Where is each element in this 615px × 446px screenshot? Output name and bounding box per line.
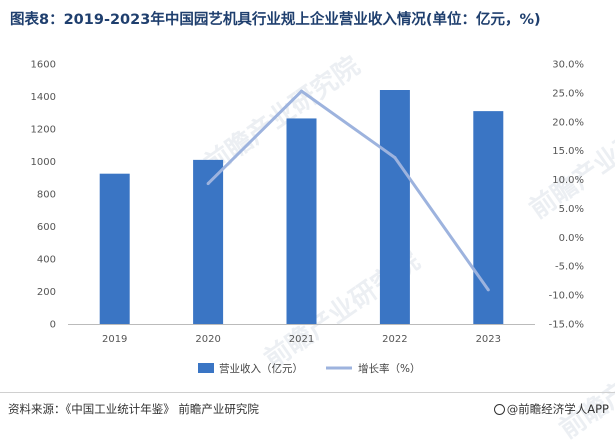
x-tick-label: 2021	[289, 334, 314, 345]
left-tick-label: 800	[37, 190, 56, 201]
legend-bar-swatch	[198, 363, 214, 373]
growth-point-2021	[300, 89, 303, 93]
growth-point-2022	[393, 156, 397, 160]
left-tick-label: 1200	[31, 125, 56, 136]
right-tick-label: 0.0%	[559, 233, 584, 244]
right-tick-label: 30.0%	[552, 60, 584, 71]
bar-2022	[379, 90, 410, 324]
left-tick-label: 600	[37, 222, 56, 233]
source-note: 资料来源：《中国工业统计年鉴》 前瞻产业研究院	[8, 402, 259, 416]
brand-text: @前瞻经济学人APP	[506, 402, 609, 416]
legend-line-label: 增长率（%）	[358, 362, 420, 375]
right-tick-label: 15.0%	[552, 146, 584, 157]
brand-credit: @前瞻经济学人APP	[493, 401, 609, 417]
legend: 营业收入（亿元） 增长率（%）	[198, 362, 420, 375]
right-tick-label: -15.0%	[549, 320, 584, 331]
left-tick-label: 200	[37, 287, 56, 298]
left-y-axis: 0 200 400 600 800 1000 1200 1400 1600	[31, 60, 56, 331]
left-tick-label: 1600	[31, 60, 56, 71]
growth-line-layer	[206, 89, 490, 292]
right-tick-label: 5.0%	[559, 204, 584, 215]
footer: 资料来源：《中国工业统计年鉴》 前瞻产业研究院 @前瞻经济学人APP	[0, 392, 615, 427]
right-tick-label: 25.0%	[552, 88, 584, 99]
x-tick-label: 2020	[195, 334, 220, 345]
bar-2019	[99, 173, 130, 324]
bar-2021	[286, 118, 317, 324]
right-tick-label: -10.0%	[549, 291, 584, 302]
legend-bar-label: 营业收入（亿元）	[219, 362, 303, 375]
x-tick-label: 2019	[102, 334, 127, 345]
chart-title: 图表8：2019-2023年中国园艺机具行业规上企业营业收入情况(单位：亿元，%…	[10, 12, 541, 28]
right-tick-label: 20.0%	[552, 117, 584, 128]
bar-2020	[193, 159, 224, 324]
right-tick-label: 10.0%	[552, 175, 584, 186]
x-tick-label: 2022	[382, 334, 407, 345]
right-tick-label: -5.0%	[555, 262, 584, 273]
chart: 0 200 400 600 800 1000 1200 1400 1600 -15.0% -10.…	[31, 60, 584, 376]
growth-point-2023	[486, 288, 490, 292]
growth-point-2020	[206, 182, 210, 186]
left-tick-label: 400	[37, 255, 56, 266]
x-axis: 2019 2020 2021 2022 2023	[68, 324, 535, 345]
bar-2023	[473, 111, 504, 324]
x-tick-label: 2023	[476, 334, 501, 345]
growth-rate-line	[207, 89, 490, 291]
at-icon	[493, 404, 505, 415]
left-tick-label: 1400	[31, 92, 56, 103]
left-tick-label: 1000	[31, 157, 56, 168]
right-y-axis: -15.0% -10.0% -5.0% 0.0% 5.0% 10.0% 15.0% 20.0%…	[549, 60, 584, 331]
bars-layer	[99, 90, 504, 324]
left-tick-label: 0	[50, 320, 56, 331]
